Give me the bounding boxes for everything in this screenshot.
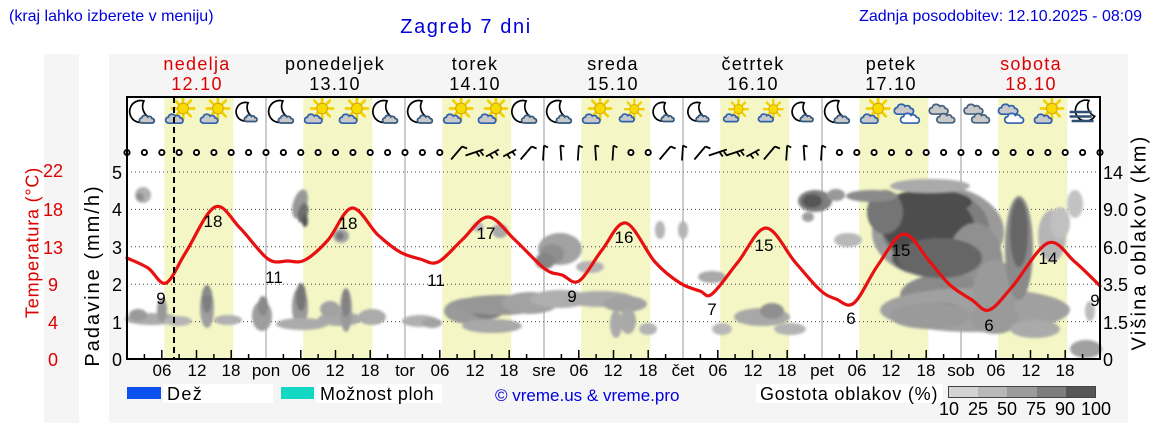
svg-text:18: 18 bbox=[204, 212, 223, 231]
svg-text:18: 18 bbox=[339, 214, 358, 233]
svg-text:15: 15 bbox=[755, 236, 774, 255]
svg-text:9: 9 bbox=[1090, 291, 1099, 310]
svg-text:17: 17 bbox=[477, 224, 496, 243]
svg-text:6: 6 bbox=[846, 309, 855, 328]
svg-text:7: 7 bbox=[707, 300, 716, 319]
svg-text:16: 16 bbox=[615, 228, 634, 247]
svg-text:11: 11 bbox=[265, 268, 283, 287]
svg-text:11: 11 bbox=[427, 271, 445, 290]
svg-text:15: 15 bbox=[892, 241, 911, 260]
svg-text:6: 6 bbox=[984, 316, 993, 335]
svg-text:9: 9 bbox=[156, 289, 165, 308]
svg-text:14: 14 bbox=[1039, 249, 1058, 268]
svg-text:9: 9 bbox=[567, 287, 576, 306]
